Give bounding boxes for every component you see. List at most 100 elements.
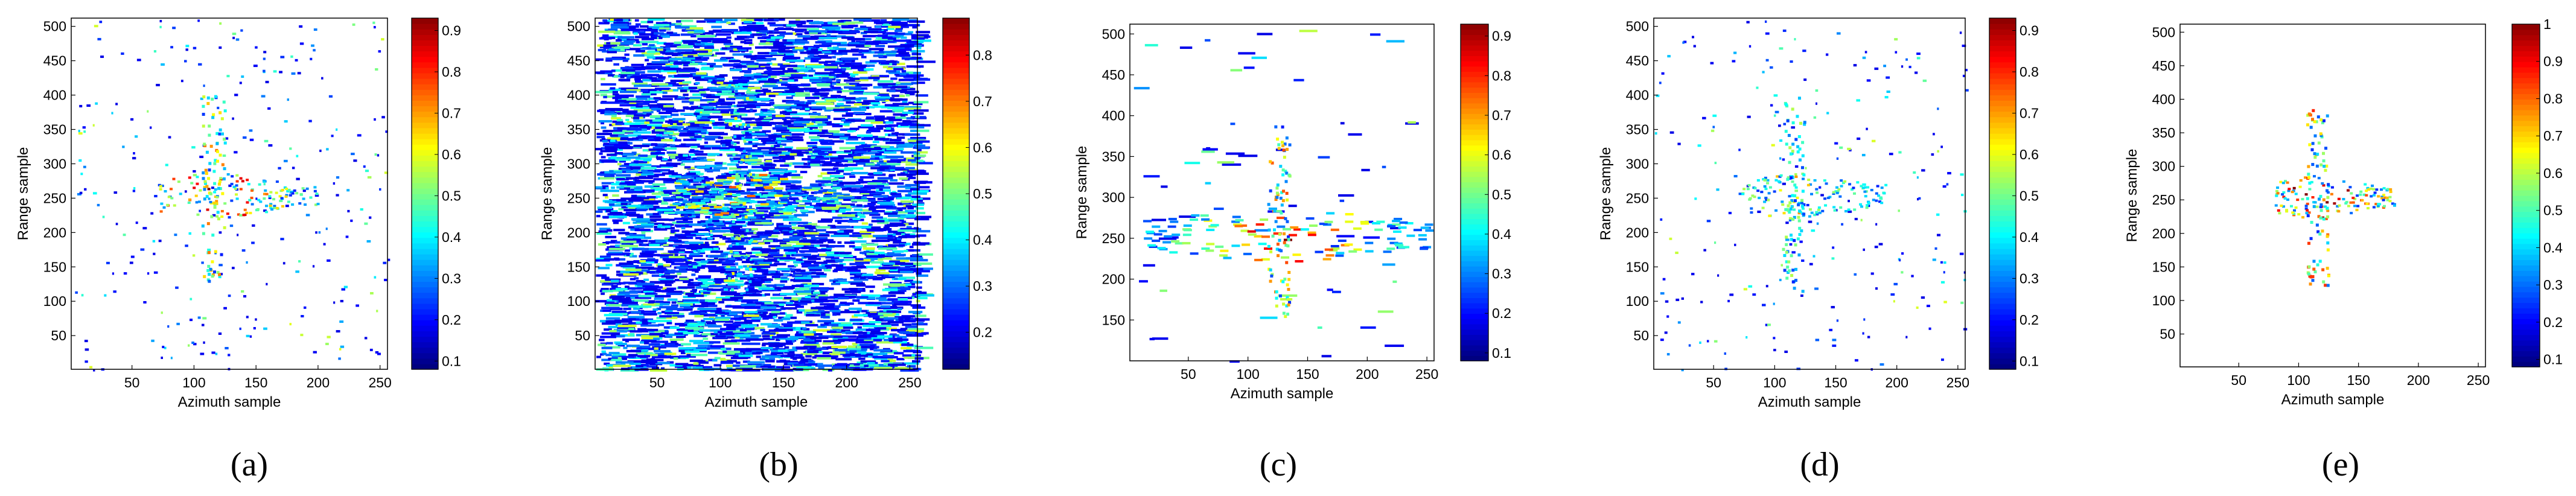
heatmap-cell bbox=[675, 196, 684, 199]
heatmap-cell bbox=[609, 170, 614, 173]
heatmap-cell bbox=[832, 82, 838, 85]
heatmap-cell bbox=[785, 314, 793, 317]
heatmap-cell bbox=[226, 173, 230, 176]
heatmap-cell bbox=[779, 74, 791, 77]
heatmap-cell bbox=[877, 273, 886, 276]
heatmap-cell bbox=[601, 160, 618, 163]
heatmap-cell bbox=[901, 107, 921, 110]
heatmap-cell bbox=[908, 176, 916, 179]
heatmap-cell bbox=[657, 254, 674, 257]
heatmap-cell bbox=[894, 267, 911, 270]
heatmap-cell bbox=[872, 317, 886, 320]
heatmap-cell bbox=[715, 316, 731, 319]
heatmap-cell bbox=[725, 188, 741, 191]
heatmap-cell bbox=[600, 70, 612, 73]
heatmap-cell bbox=[847, 161, 854, 164]
heatmap-cell bbox=[263, 209, 267, 212]
heatmap-cell bbox=[834, 176, 845, 179]
heatmap-cell bbox=[827, 299, 838, 302]
heatmap-cell bbox=[909, 246, 914, 249]
heatmap-cell bbox=[651, 79, 663, 82]
heatmap-cell bbox=[783, 316, 791, 319]
heatmap-cell bbox=[900, 43, 914, 46]
heatmap-cell bbox=[626, 121, 632, 124]
heatmap-cell bbox=[855, 162, 874, 165]
heatmap-cell bbox=[239, 177, 243, 180]
heatmap-cell bbox=[597, 206, 613, 209]
heatmap-cell bbox=[816, 203, 830, 206]
heatmap-cell bbox=[727, 92, 745, 95]
heatmap-cell bbox=[159, 185, 162, 188]
heatmap-cell bbox=[872, 355, 888, 358]
heatmap-cell bbox=[616, 258, 626, 261]
heatmap-cell bbox=[298, 202, 302, 205]
heatmap-cell bbox=[866, 249, 875, 252]
heatmap-cell bbox=[596, 215, 601, 218]
heatmap-cell bbox=[830, 159, 846, 162]
heatmap-cell bbox=[663, 244, 683, 247]
heatmap-cell bbox=[264, 139, 269, 142]
heatmap-cell bbox=[903, 318, 919, 321]
heatmap-cell bbox=[241, 290, 244, 293]
heatmap-cell bbox=[882, 24, 891, 27]
heatmap-cell bbox=[837, 363, 847, 366]
heatmap-cell bbox=[876, 325, 891, 328]
heatmap-cell bbox=[636, 136, 648, 139]
heatmap-cell bbox=[853, 89, 864, 92]
heatmap-cell bbox=[809, 185, 822, 188]
colorbar-segment bbox=[412, 352, 438, 359]
heatmap-cell bbox=[272, 206, 276, 209]
heatmap-cell bbox=[210, 215, 214, 218]
heatmap-cell bbox=[685, 261, 692, 264]
heatmap-cell bbox=[820, 316, 830, 319]
heatmap-cell bbox=[719, 74, 728, 77]
heatmap-cell bbox=[917, 319, 925, 322]
heatmap-cell bbox=[691, 273, 696, 276]
heatmap-cell bbox=[814, 89, 829, 92]
heatmap-cell bbox=[771, 49, 782, 52]
heatmap-cell bbox=[874, 327, 887, 330]
x-tick-label: 50 bbox=[124, 375, 140, 390]
heatmap-cell bbox=[606, 342, 613, 345]
heatmap-cell bbox=[640, 261, 655, 264]
heatmap-cell bbox=[690, 34, 698, 37]
heatmap-cell bbox=[787, 189, 802, 192]
heatmap-cell bbox=[700, 33, 706, 36]
heatmap-cell bbox=[706, 95, 720, 98]
heatmap-cell bbox=[691, 214, 700, 217]
heatmap-cell bbox=[301, 187, 305, 190]
heatmap-cell bbox=[620, 112, 628, 115]
heatmap-cell bbox=[721, 336, 735, 339]
heatmap-cell bbox=[745, 121, 758, 124]
heatmap-cell bbox=[904, 71, 913, 74]
heatmap-cell bbox=[176, 322, 180, 325]
heatmap-cell bbox=[644, 342, 649, 345]
heatmap-cell bbox=[672, 315, 685, 318]
heatmap-cell bbox=[784, 170, 795, 173]
heatmap-cell bbox=[847, 281, 862, 284]
heatmap-cell bbox=[905, 234, 910, 237]
colorbar-segment bbox=[412, 320, 438, 326]
heatmap-cell bbox=[805, 323, 818, 326]
heatmap-cell bbox=[694, 315, 704, 318]
heatmap-cell bbox=[916, 207, 924, 210]
colorbar-segment bbox=[412, 34, 438, 40]
heatmap-cell bbox=[771, 352, 784, 355]
heatmap-cell bbox=[818, 234, 830, 237]
heatmap-cell bbox=[657, 42, 667, 45]
heatmap-cell bbox=[837, 20, 844, 23]
heatmap-cell bbox=[645, 127, 651, 130]
heatmap-cell bbox=[213, 191, 217, 194]
heatmap-cell bbox=[662, 158, 668, 161]
heatmap-cell bbox=[695, 237, 702, 240]
heatmap-cell bbox=[614, 94, 634, 97]
heatmap-cell bbox=[801, 211, 815, 214]
heatmap-cell bbox=[328, 95, 333, 98]
heatmap-cell bbox=[287, 98, 290, 101]
heatmap-cell bbox=[898, 235, 907, 238]
heatmap-cell bbox=[651, 192, 665, 195]
colorbar-segment bbox=[412, 84, 438, 90]
heatmap-cell bbox=[873, 339, 882, 342]
heatmap-cell bbox=[696, 366, 713, 369]
heatmap-cell bbox=[130, 118, 134, 121]
